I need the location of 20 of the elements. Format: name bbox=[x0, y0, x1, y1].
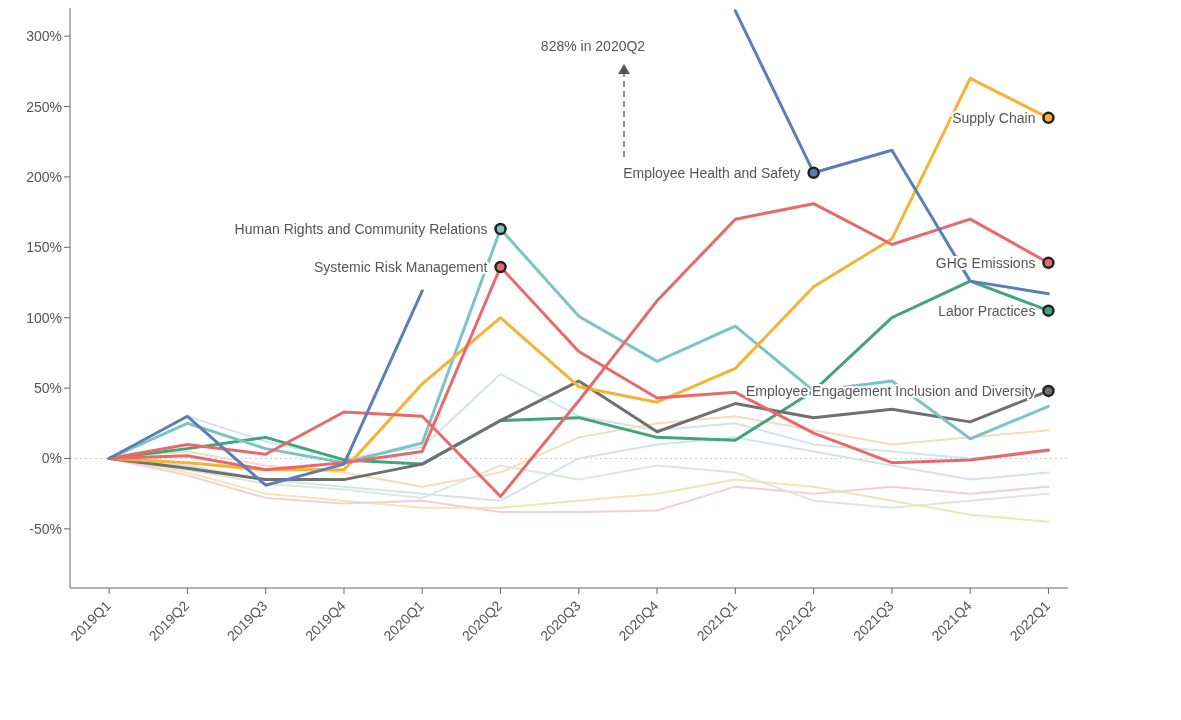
y-tick-label: 200% bbox=[26, 168, 62, 185]
y-tick-label: 300% bbox=[26, 28, 62, 45]
y-tick-label: 150% bbox=[26, 239, 62, 256]
point bbox=[494, 260, 507, 274]
point bbox=[1042, 111, 1055, 125]
annotation: Human Rights and Community Relations bbox=[234, 220, 488, 237]
annotation: Supply Chain bbox=[952, 109, 1036, 126]
point bbox=[494, 222, 507, 236]
y-tick-label: 50% bbox=[33, 380, 62, 397]
point bbox=[1042, 256, 1055, 270]
point bbox=[807, 166, 820, 179]
annotation: Employee Health and Safety bbox=[623, 164, 801, 181]
y-tick-label: -50% bbox=[29, 520, 62, 537]
point bbox=[1042, 384, 1055, 398]
annotation: 828% in 2020Q2 bbox=[539, 38, 647, 54]
annotation: Labor Practices bbox=[938, 302, 1036, 319]
y-tick-label: 0% bbox=[41, 450, 62, 467]
point bbox=[1042, 304, 1055, 317]
y-tick-label: 250% bbox=[26, 98, 62, 115]
y-tick-label: 100% bbox=[26, 309, 62, 326]
